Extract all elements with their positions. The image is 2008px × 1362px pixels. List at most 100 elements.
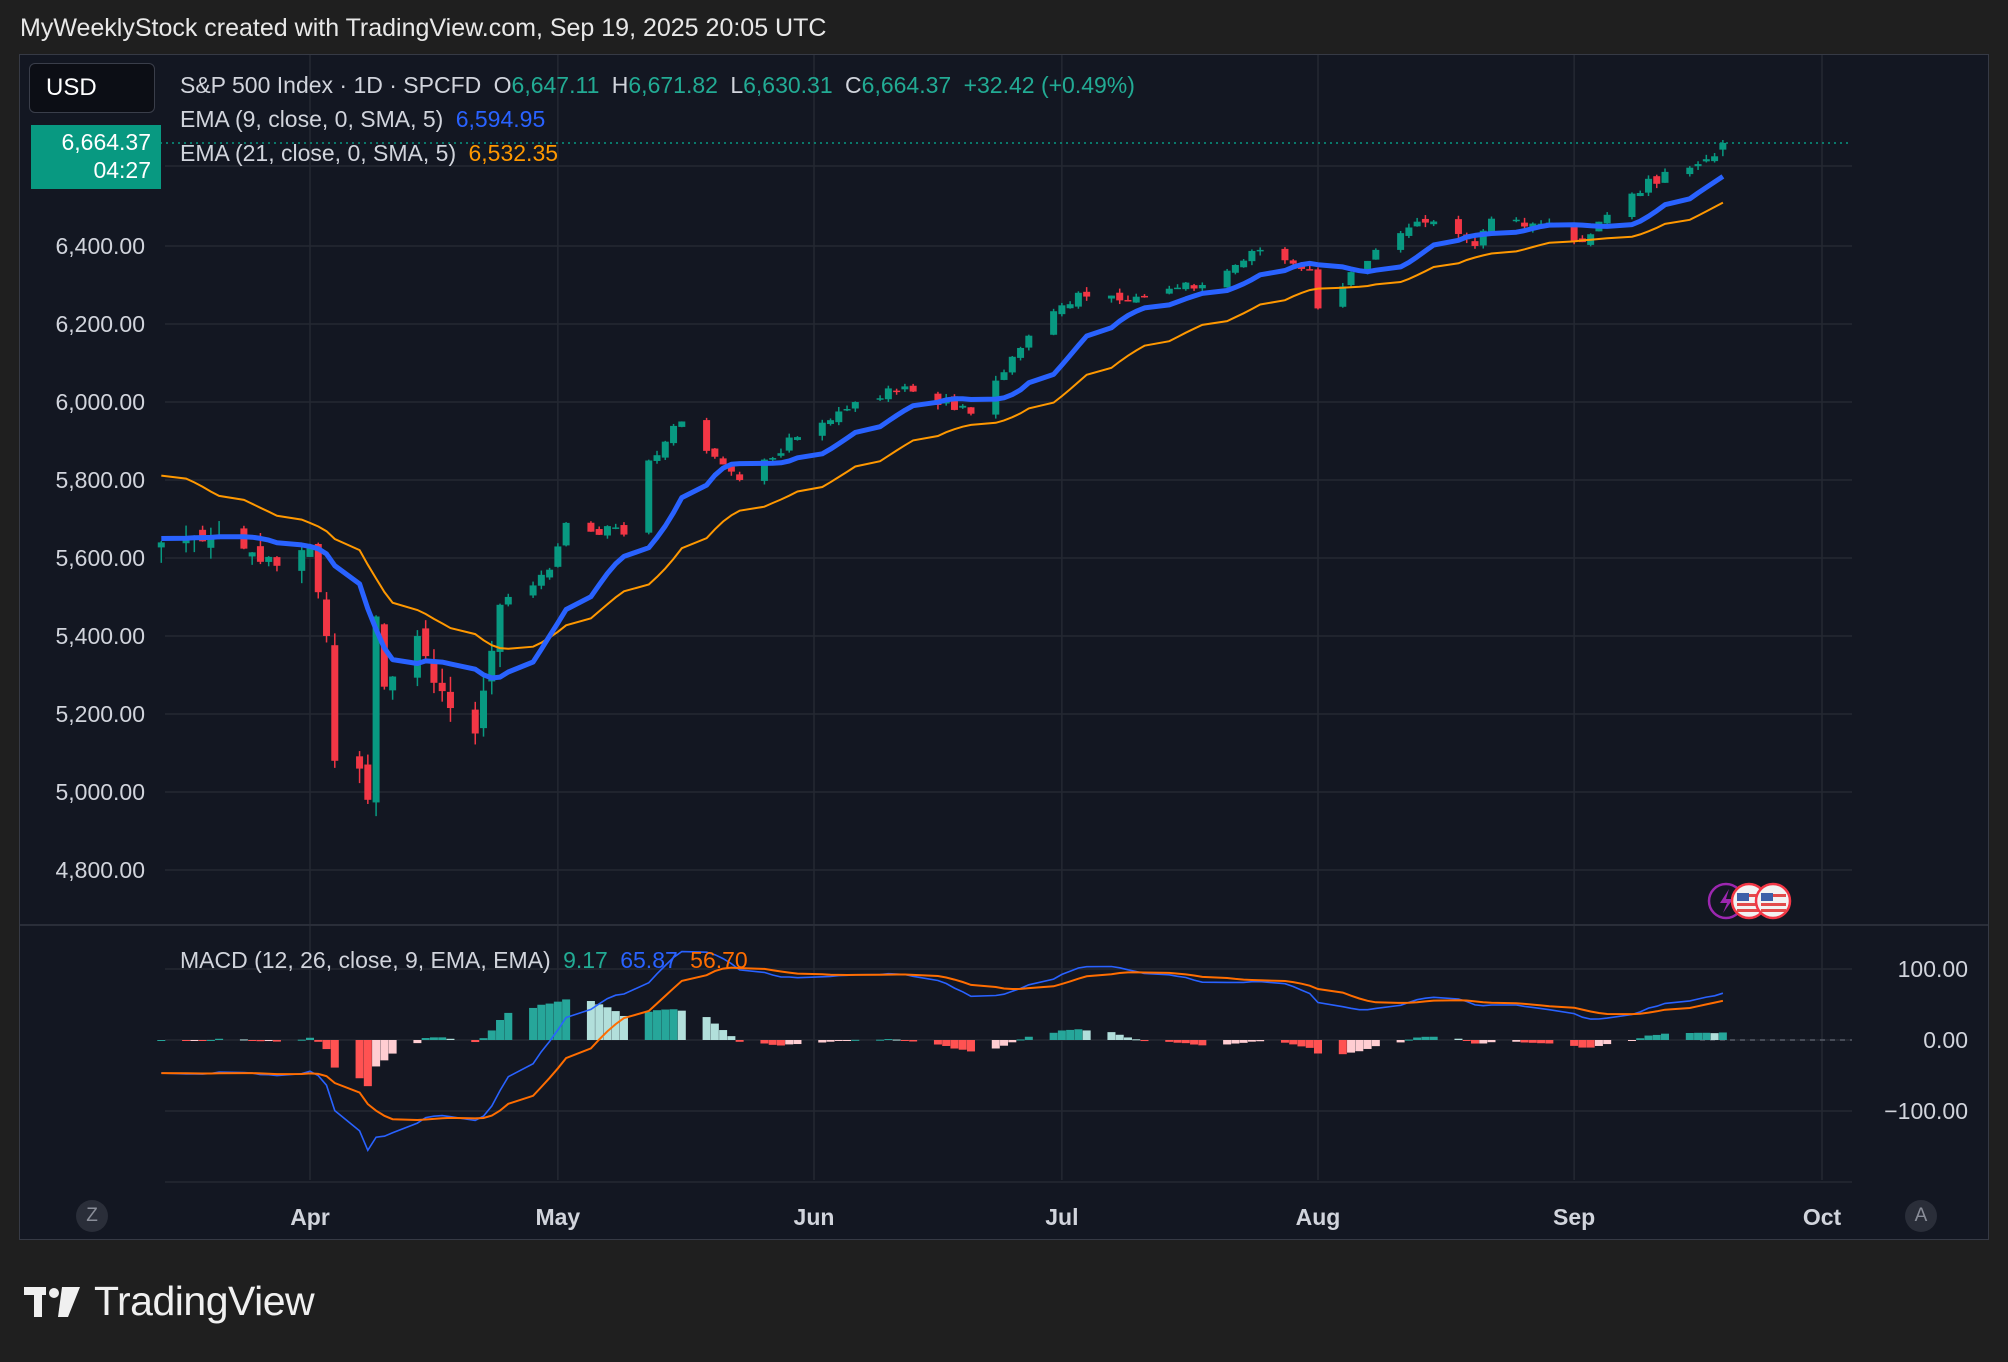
macd-axis[interactable]: 100.00 0.00 −100.00 [1884, 956, 1968, 1124]
ema9-label[interactable]: EMA (9, close, 0, SMA, 5) [180, 106, 444, 132]
macd-hist-bar [727, 1036, 736, 1040]
macd-hist-bar [950, 1040, 959, 1049]
macd-hist-bar [1223, 1040, 1232, 1045]
time-tick-label[interactable]: May [535, 1204, 580, 1230]
candle-body [653, 455, 661, 461]
macd-hist-bar [1198, 1040, 1207, 1046]
macd-hist-bar [793, 1040, 802, 1045]
candle-body [835, 411, 843, 423]
price-tick-label[interactable]: 5,000.00 [55, 779, 145, 805]
macd-hist-bar [239, 1039, 248, 1041]
macd-hist-bar [190, 1040, 199, 1041]
macd-hist-bar [603, 1007, 612, 1040]
signal-line [161, 966, 1724, 1122]
macd-hist-bar [1371, 1040, 1380, 1047]
candle-body [1702, 159, 1710, 162]
ema9-line [161, 174, 1725, 681]
macd-hist-bar [446, 1038, 455, 1040]
event-icons[interactable] [1707, 882, 1792, 920]
price-tick-label[interactable]: 5,800.00 [55, 467, 145, 493]
candle-body [273, 557, 281, 566]
macd-hist-bar [884, 1039, 893, 1041]
macd-hist-bar [785, 1040, 794, 1045]
macd-tick-label[interactable]: 0.00 [1923, 1027, 1968, 1053]
legend-ema21[interactable]: EMA (21, close, 0, SMA, 5) 6,532.35 [180, 140, 564, 167]
macd-hist-bar [1694, 1032, 1703, 1040]
legend-ema9[interactable]: EMA (9, close, 0, SMA, 5) 6,594.95 [180, 106, 551, 133]
candle-body [1653, 176, 1661, 184]
macd-tick-label[interactable]: −100.00 [1884, 1098, 1968, 1124]
candle-body [1512, 219, 1520, 222]
macd-hist-bar [834, 1040, 843, 1041]
go-to-start-button[interactable]: Z [76, 1200, 108, 1232]
candle-body [1190, 285, 1198, 289]
candle-body [1306, 269, 1314, 271]
candle-body [389, 676, 397, 691]
ema21-label[interactable]: EMA (21, close, 0, SMA, 5) [180, 140, 457, 166]
currency-button[interactable]: USD [29, 63, 155, 113]
time-tick-label[interactable]: Apr [290, 1204, 330, 1230]
macd-hist-bar [1314, 1040, 1322, 1054]
ema9-value: 6,594.95 [455, 106, 546, 132]
candle-body [670, 425, 678, 444]
brand-logo: TradingView [24, 1278, 315, 1325]
candle-body [645, 460, 653, 533]
candle-body [1058, 305, 1066, 315]
candle-body [562, 522, 570, 546]
candle-body [430, 663, 438, 683]
macd-hist-bar [1479, 1040, 1488, 1044]
price-axis[interactable]: 6,400.00 6,200.00 6,000.00 5,800.00 5,600.00… [55, 233, 145, 883]
candle-body [950, 396, 958, 410]
price-tick-label[interactable]: 6,200.00 [55, 311, 145, 337]
macd-hist-bar [372, 1040, 381, 1067]
macd-hist-bar [1000, 1040, 1009, 1046]
candle-body [1000, 372, 1008, 380]
macd-hist-bar [892, 1039, 901, 1041]
macd-hist-bar [1537, 1040, 1546, 1044]
time-tick-label[interactable]: Jun [794, 1204, 835, 1230]
price-tick-label[interactable]: 6,400.00 [55, 233, 145, 259]
candle-body [1661, 171, 1669, 183]
candle-body [1628, 193, 1636, 218]
candle-body [777, 453, 785, 456]
time-tick-label[interactable]: Sep [1553, 1204, 1595, 1230]
macd-hist-bar [1512, 1040, 1521, 1042]
price-tick-label[interactable]: 5,600.00 [55, 545, 145, 571]
macd-hist-bar [1470, 1040, 1479, 1044]
symbol-label[interactable]: S&P 500 Index · 1D · SPCFD [180, 72, 482, 98]
macd-label[interactable]: MACD (12, 26, close, 9, EMA, EMA) [180, 947, 551, 973]
candle-body [1008, 356, 1016, 373]
macd-tick-label[interactable]: 100.00 [1898, 956, 1968, 982]
macd-hist-bar [198, 1040, 207, 1041]
candle-body [727, 466, 735, 472]
macd-hist-bar [1520, 1040, 1529, 1043]
legend-ohlc[interactable]: S&P 500 Index · 1D · SPCFD O6,647.11 H6,… [180, 72, 1141, 99]
candle-body [1050, 311, 1058, 335]
candle-body [851, 402, 859, 409]
candle-body [314, 543, 322, 593]
macd-hist-bar [264, 1040, 273, 1042]
tradingview-logo-icon [24, 1286, 80, 1317]
legend-macd[interactable]: MACD (12, 26, close, 9, EMA, EMA) 9.17 6… [180, 947, 754, 974]
candle-body [1132, 296, 1140, 303]
auto-scale-button[interactable]: A [1905, 1200, 1937, 1232]
price-tick-label[interactable]: 6,000.00 [55, 389, 145, 415]
macd-hist-bar [1661, 1033, 1670, 1040]
price-tick-label[interactable]: 4,800.00 [55, 857, 145, 883]
price-tick-label[interactable]: 5,400.00 [55, 623, 145, 649]
macd-hist-bar [611, 1011, 620, 1040]
macd-hist-bar [1289, 1040, 1298, 1045]
time-tick-label[interactable]: Jul [1045, 1204, 1078, 1230]
macd-hist-bar [843, 1040, 852, 1041]
time-axis[interactable]: Apr May Jun Jul Aug Sep Oct [290, 1204, 1841, 1230]
price-tick-label[interactable]: 5,200.00 [55, 701, 145, 727]
time-tick-label[interactable]: Aug [1296, 1204, 1341, 1230]
macd-hist-bar [677, 1010, 686, 1040]
candle-body [1521, 222, 1529, 227]
candle-body [182, 539, 190, 544]
time-tick-label[interactable]: Oct [1803, 1204, 1842, 1230]
candle-body [1140, 295, 1148, 298]
macd-hist-bar [1190, 1040, 1199, 1045]
macd-hist-bar [1636, 1038, 1645, 1040]
